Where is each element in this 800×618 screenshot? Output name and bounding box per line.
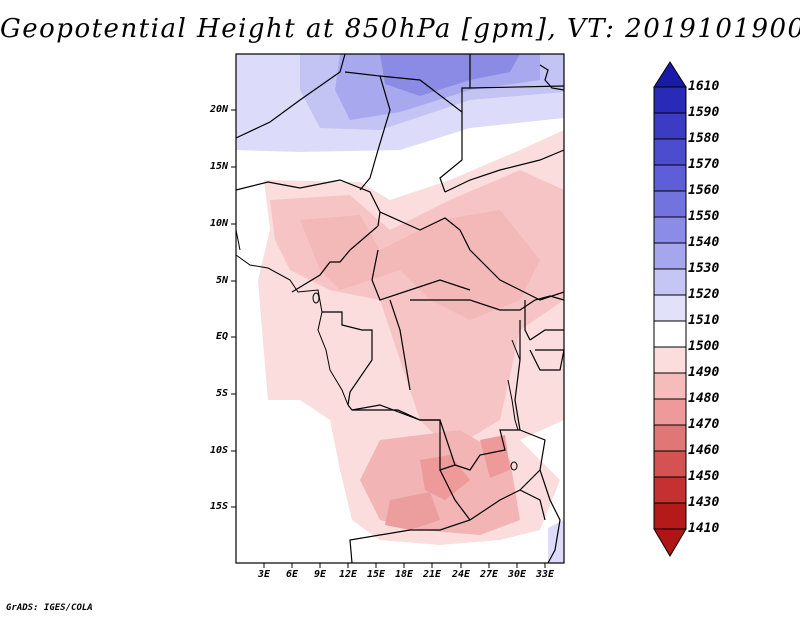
lon-label-3e: 3E: [257, 569, 271, 580]
lon-label-21e: 21E: [422, 569, 442, 580]
colorbar-box-11: [653, 346, 687, 374]
grads-credit: GrADS: IGES/COLA: [6, 603, 93, 613]
colorbar-box-8: [653, 268, 687, 296]
lon-label-12e: 12E: [338, 569, 358, 580]
lon-label-9e: 9E: [313, 569, 327, 580]
colorbar-box-1: [653, 86, 687, 114]
colorbar-label-1480: 1480: [688, 391, 720, 406]
colorbar-box-2: [653, 112, 687, 140]
colorbar-box-3: [653, 138, 687, 166]
colorbar-box-15: [653, 450, 687, 478]
lon-label-27e: 27E: [479, 569, 499, 580]
axis-ticks: [231, 109, 546, 568]
lon-label-30e: 30E: [507, 569, 527, 580]
lat-label-eq: EQ: [215, 331, 228, 342]
colorbar-label-1550: 1550: [688, 209, 720, 224]
colorbar-label-1410: 1410: [688, 521, 720, 536]
lon-label-6e: 6E: [285, 569, 299, 580]
colorbar-label-1590: 1590: [688, 105, 720, 120]
colorbar-box-16: [653, 476, 687, 504]
lat-label-5n: 5N: [215, 275, 228, 286]
colorbar-label-1570: 1570: [688, 157, 720, 172]
colorbar-box-9: [653, 294, 687, 322]
colorbar: [653, 61, 687, 557]
colorbar-label-1490: 1490: [688, 365, 720, 380]
colorbar-top-triangle: [653, 61, 687, 88]
colorbar-box-10: [653, 320, 687, 348]
colorbar-box-12: [653, 372, 687, 400]
lat-label-15n: 15N: [209, 161, 228, 172]
lat-label-20n: 20N: [209, 104, 228, 115]
colorbar-label-1510: 1510: [688, 313, 720, 328]
lon-label-18e: 18E: [394, 569, 414, 580]
colorbar-label-1560: 1560: [688, 183, 720, 198]
colorbar-label-1540: 1540: [688, 235, 720, 250]
colorbar-box-5: [653, 190, 687, 218]
colorbar-label-1530: 1530: [688, 261, 720, 276]
colorbar-label-1580: 1580: [688, 131, 720, 146]
lon-label-15e: 15E: [366, 569, 386, 580]
lat-label-15s: 15S: [209, 501, 228, 512]
lon-label-33e: 33E: [535, 569, 555, 580]
colorbar-label-1450: 1450: [688, 469, 720, 484]
colorbar-box-13: [653, 398, 687, 426]
colorbar-label-1500: 1500: [688, 339, 720, 354]
colorbar-box-6: [653, 216, 687, 244]
lat-label-5s: 5S: [215, 388, 228, 399]
colorbar-label-1520: 1520: [688, 287, 720, 302]
colorbar-bottom-triangle: [653, 528, 687, 557]
lat-label-10n: 10N: [209, 218, 228, 229]
map-panel: [235, 53, 565, 564]
map-title: Geopotential Height at 850hPa [gpm], VT:…: [0, 14, 800, 44]
colorbar-box-7: [653, 242, 687, 270]
colorbar-label-1470: 1470: [688, 417, 720, 432]
colorbar-label-1610: 1610: [688, 79, 720, 94]
colorbar-label-1430: 1430: [688, 495, 720, 510]
colorbar-label-1460: 1460: [688, 443, 720, 458]
colorbar-box-4: [653, 164, 687, 192]
lon-label-24e: 24E: [451, 569, 471, 580]
colorbar-box-17: [653, 502, 687, 530]
colorbar-box-14: [653, 424, 687, 452]
lat-label-10s: 10S: [209, 445, 228, 456]
